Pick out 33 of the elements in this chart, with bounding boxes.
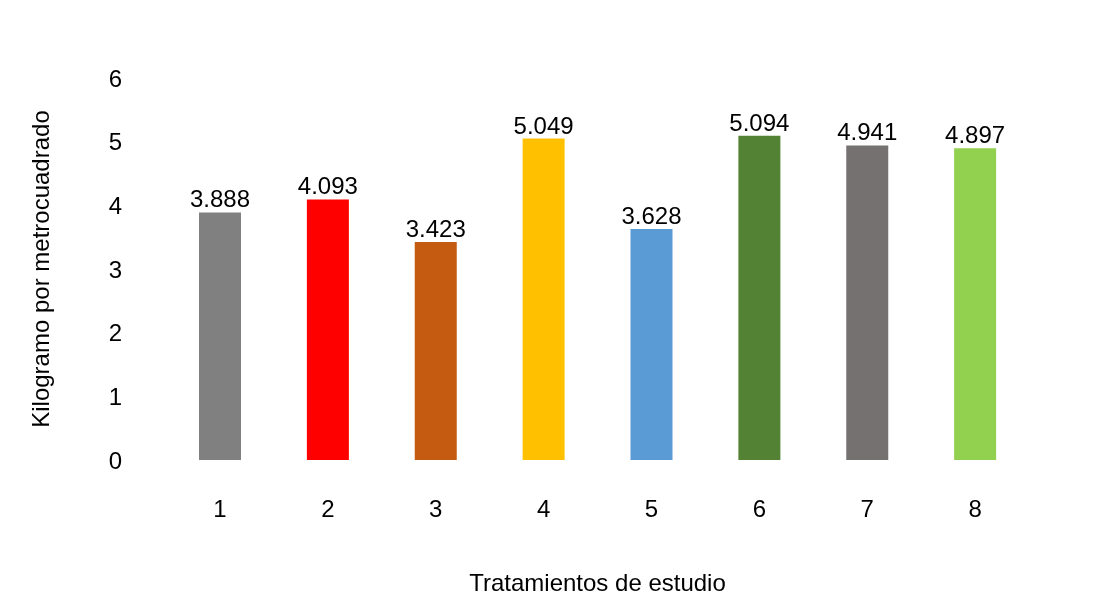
x-tick-label: 6 <box>752 495 766 523</box>
bar <box>199 212 241 460</box>
bar <box>306 199 349 460</box>
x-tick-label: 8 <box>968 495 982 523</box>
y-axis-title: Kilogramo por metrocuadrado <box>26 110 54 428</box>
bar <box>954 148 997 460</box>
data-label: 3.628 <box>621 202 682 230</box>
bar <box>738 135 781 460</box>
data-label: 3.423 <box>405 215 466 243</box>
x-tick-label: 3 <box>429 495 443 523</box>
data-label: 5.049 <box>513 111 574 139</box>
bar <box>630 229 673 460</box>
data-label: 4.941 <box>837 118 898 146</box>
y-tick-label: 4 <box>108 191 122 219</box>
bar <box>522 138 565 460</box>
data-label: 3.888 <box>189 185 251 213</box>
y-tick-label: 5 <box>108 128 122 156</box>
x-tick-label: 2 <box>321 495 335 523</box>
data-label: 5.094 <box>729 108 790 136</box>
data-label: 4.093 <box>297 172 358 200</box>
y-tick-label: 3 <box>108 255 122 283</box>
bar <box>846 145 889 460</box>
bar <box>414 242 457 460</box>
x-axis-title: Tratamientos de estudio <box>469 569 726 596</box>
x-tick-label: 5 <box>644 495 659 523</box>
x-tick-label: 7 <box>860 495 874 523</box>
y-tick-label: 2 <box>108 319 122 347</box>
y-tick-label: 0 <box>108 446 122 474</box>
x-tick-label: 1 <box>213 495 227 523</box>
x-tick-label: 4 <box>536 495 551 523</box>
data-label: 4.897 <box>945 121 1006 149</box>
y-tick-label: 6 <box>108 64 122 92</box>
y-tick-label: 1 <box>108 382 122 410</box>
